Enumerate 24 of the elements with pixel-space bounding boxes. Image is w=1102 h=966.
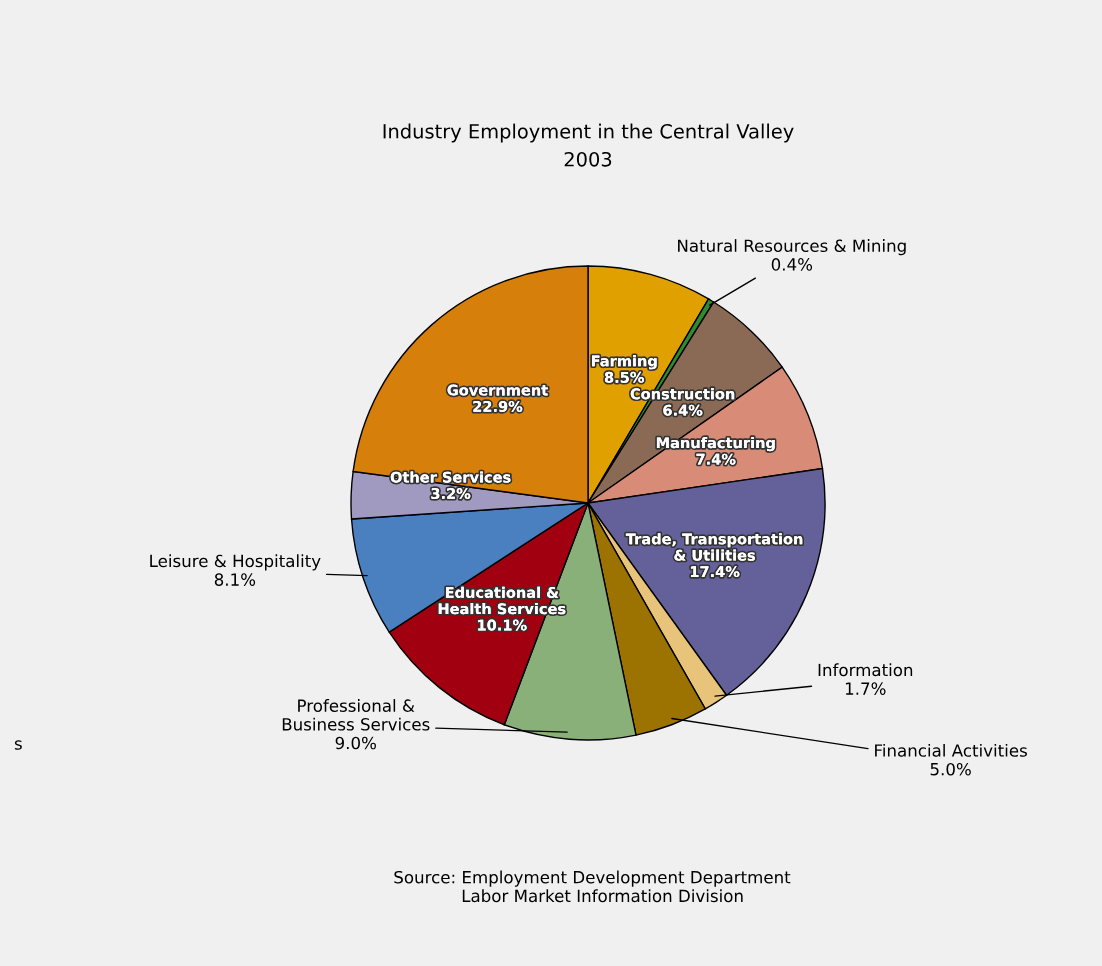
data-label: 5.0% [930,762,971,776]
data-label: 7.4% [696,453,736,465]
slice-label: Leisure & Hospitality [150,554,321,571]
slice-label: Government [447,384,548,396]
data-label: 1.7% [845,682,886,695]
slice-label: Trade, Transportation & Utilities [625,533,803,561]
slice-label: Information [818,663,913,677]
data-label: 9.0% [335,736,376,750]
data-label: 6.4% [663,404,703,416]
data-label: 8.5% [604,371,644,383]
data-label: 0.4% [771,258,813,271]
data-label: 22.9% [473,400,523,412]
slice-label: Farming [592,355,657,370]
data-label: 8.1% [214,573,256,586]
text: s [14,740,22,750]
chart-subtitle: 2003 [564,151,612,167]
data-label: 3.2% [431,487,471,500]
slice-label: Professional & Business Services [282,699,430,731]
data-label: 10.1% [478,619,527,631]
data-label: 17.4% [690,566,740,578]
source-note: Source: Employment Development Department Labor Market Information Division [394,870,791,903]
chart-title: Industry Employment in the Central Valley [383,123,794,143]
slice-label: Financial Activities [875,743,1027,757]
slice-label: Natural Resources & Mining [678,239,906,256]
